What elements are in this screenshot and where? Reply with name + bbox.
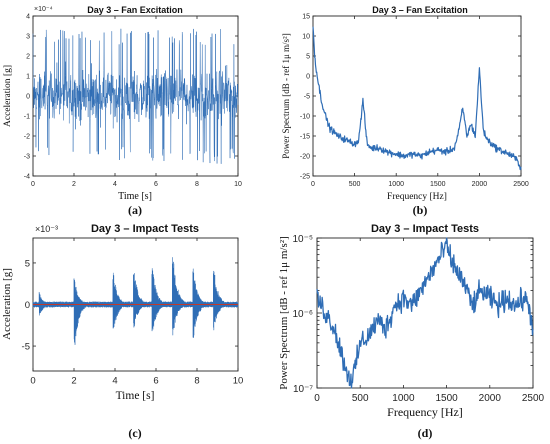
panel-b-ytick-label: 10 (302, 33, 310, 40)
panel-a-letter: (a) (128, 203, 142, 217)
panel-a-ytick-label: -1 (24, 113, 30, 120)
panel-a-ytick-label: -2 (24, 133, 30, 140)
panel-a-ytick-label: 3 (26, 33, 30, 40)
panel-c-xtick-label: 8 (194, 376, 199, 387)
panel-b-ytick-label: -15 (300, 133, 310, 140)
panel-c-letter: (c) (128, 426, 141, 440)
panel-b-axes-box (312, 15, 522, 177)
panel-d-ytick-label: 10⁻⁵ (292, 234, 313, 245)
panel-c-title: Day 3 – Impact Tests (91, 223, 199, 235)
panel-b-xtick-label: 0 (311, 181, 315, 188)
panel-d-xtick-label: 1000 (392, 393, 415, 404)
panel-d-xtick-label: 2000 (479, 393, 502, 404)
panel-d: Day 3 – Impact Tests 0 500 1000 1500 2000 250… (278, 223, 545, 440)
panel-b-xtick-label: 1000 (388, 181, 404, 188)
panel-a-ytick-label: -3 (24, 153, 30, 160)
panel-c-xtick-label: 2 (71, 376, 76, 387)
panel-c-xtick-label: 6 (153, 376, 158, 387)
panel-c-xtick-label: 10 (233, 376, 244, 387)
panel-b-xtick-label: 500 (349, 181, 361, 188)
panel-a-exponent: ×10⁻⁴ (34, 6, 53, 13)
panel-d-letter: (d) (418, 426, 433, 440)
panel-b-ytick-label: 0 (306, 73, 310, 80)
panel-b: Day 3 – Fan Excitation 0 500 1000 1500 2000 2… (281, 5, 529, 217)
panel-b-ytick-label: -5 (304, 93, 310, 100)
panel-b-title: Day 3 – Fan Excitation (372, 5, 468, 15)
panel-c-ylabel: Acceleration [g] (1, 268, 13, 340)
panel-d-series-line (316, 237, 534, 389)
panel-d-axes-box (316, 237, 534, 389)
panel-a-xlabel: Time [s] (118, 191, 152, 202)
panel-c-series-line (32, 257, 239, 346)
panel-b-ytick-label: 5 (306, 53, 310, 60)
panel-c-ytick-label: -5 (22, 341, 30, 352)
panel-a-title: Day 3 – Fan Excitation (87, 5, 183, 15)
panel-c-ytick-label: 5 (25, 258, 30, 269)
panel-c-xtick-label: 4 (112, 376, 117, 387)
panel-d-xlabel: Frequency [Hz] (387, 405, 463, 419)
panel-a-xtick-label: 0 (31, 181, 35, 188)
panel-b-letter: (b) (413, 203, 428, 217)
panel-a-xtick-label: 4 (113, 181, 117, 188)
panel-a-series-line (32, 28, 239, 165)
panel-c-xlabel: Time [s] (116, 390, 155, 402)
panel-b-ylabel: Power Spectrum [dB - ref 1μ m/s²] (281, 33, 291, 159)
panel-b-xtick-label: 1500 (430, 181, 446, 188)
panel-b-ytick-label: -20 (300, 153, 310, 160)
panel-d-ylabel: Power Spectrum [dB - ref 1μ m/s²] (278, 236, 290, 389)
panel-a-ytick-label: -4 (24, 173, 30, 180)
panel-c-exponent: ×10⁻³ (35, 224, 58, 234)
panel-d-xtick-label: 2500 (522, 393, 545, 404)
panel-c-ytick-label: 0 (25, 300, 30, 311)
panel-a: Day 3 – Fan Excitation ×10⁻⁴ 0 2 4 6 8 10-4-3… (3, 5, 242, 217)
panel-c: Day 3 – Impact Tests ×10⁻³ 0 2 4 6 8 10 -5 0 5 T… (1, 223, 243, 440)
panel-b-ytick-label: -10 (300, 113, 310, 120)
panel-a-ylabel: Acceleration [g] (3, 65, 13, 127)
panel-b-ytick-label: -25 (300, 173, 310, 180)
panel-a-xtick-label: 6 (154, 181, 158, 188)
panel-b-xtick-label: 2500 (513, 181, 529, 188)
panel-b-ytick-label: 15 (302, 13, 310, 20)
panel-d-xtick-label: 1500 (435, 393, 458, 404)
panel-d-xtick-label: 0 (314, 393, 320, 404)
panel-d-ytick-label: 10⁻⁶ (292, 309, 313, 320)
panel-b-xlabel: Frequency [Hz] (387, 192, 447, 202)
panel-b-xtick-label: 2000 (472, 181, 488, 188)
panel-b-series-line (312, 26, 522, 171)
panel-a-xtick-label: 10 (234, 181, 242, 188)
panel-d-title: Day 3 – Impact Tests (371, 223, 479, 235)
panel-a-ytick-label: 0 (26, 93, 30, 100)
panel-a-xtick-label: 8 (195, 181, 199, 188)
panel-a-ytick-label: 1 (26, 73, 30, 80)
panel-d-xtick-label: 500 (352, 393, 369, 404)
panel-d-ytick-label: 10⁻⁷ (293, 384, 313, 395)
panel-a-ytick-label: 4 (26, 13, 30, 20)
panel-a-ytick-label: 2 (26, 53, 30, 60)
panel-a-xtick-label: 2 (72, 181, 76, 188)
panel-c-xtick-label: 0 (30, 376, 35, 387)
